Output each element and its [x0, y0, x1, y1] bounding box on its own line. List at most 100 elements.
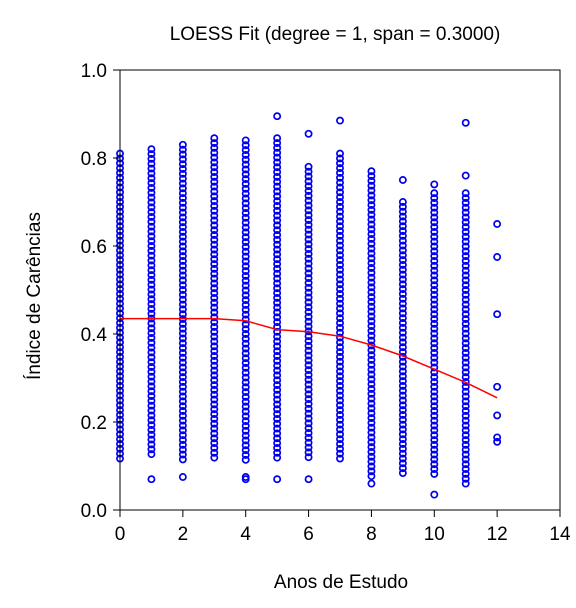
scatter-point [304, 249, 313, 258]
scatter-point [430, 203, 439, 212]
scatter-point [273, 318, 282, 327]
scatter-point [367, 259, 376, 268]
scatter-point [273, 255, 282, 264]
scatter-point [273, 148, 282, 157]
scatter-point [210, 289, 219, 298]
scatter-point [304, 424, 313, 433]
scatter-point [336, 236, 344, 245]
scatter-point [178, 358, 187, 367]
scatter-point [398, 440, 407, 448]
scatter-point [493, 433, 502, 442]
scatter-point [241, 392, 250, 401]
scatter-point [210, 158, 219, 167]
scatter-point [304, 196, 313, 205]
scatter-point [210, 221, 219, 230]
scatter-point [430, 421, 439, 430]
scatter-point [336, 449, 344, 458]
scatter-point [241, 189, 250, 198]
scatter-point [147, 271, 156, 279]
scatter-point [273, 298, 282, 307]
scatter-point [336, 362, 344, 371]
scatter-point [273, 381, 282, 389]
scatter-point [241, 315, 250, 324]
scatter-point [147, 159, 156, 168]
scatter-point [147, 343, 156, 352]
scatter-point [367, 210, 376, 219]
scatter-point [273, 139, 282, 147]
scatter-point [147, 246, 156, 255]
scatter-point [147, 348, 156, 357]
scatter-point [367, 176, 376, 185]
scatter-point [367, 201, 376, 210]
scatter-point [273, 226, 282, 235]
scatter-point [241, 238, 250, 246]
scatter-point [210, 240, 219, 249]
scatter-point [430, 324, 439, 333]
scatter-point [398, 309, 407, 318]
scatter-point [210, 163, 219, 172]
scatter-point [336, 198, 344, 206]
scatter-point [367, 307, 376, 316]
scatter-point [210, 255, 219, 264]
scatter-point [304, 177, 313, 186]
scatter-point [367, 385, 376, 393]
scatter-point [178, 290, 187, 299]
scatter-point [398, 444, 407, 453]
scatter-point [147, 188, 156, 197]
scatter-point [147, 401, 156, 410]
scatter-point [273, 177, 282, 186]
scatter-point [336, 391, 344, 400]
scatter-point [430, 310, 439, 319]
scatter-point [304, 172, 313, 181]
scatter-point [178, 473, 187, 481]
scatter-point [398, 202, 407, 211]
scatter-point [178, 329, 187, 338]
scatter-point [147, 425, 156, 434]
scatter-point [147, 232, 156, 241]
scatter-point [178, 155, 187, 164]
scatter-point [210, 385, 219, 394]
scatter-point [430, 469, 439, 478]
scatter-point [367, 278, 376, 287]
scatter-point [304, 288, 313, 297]
scatter-point [147, 324, 156, 333]
scatter-point [367, 268, 376, 277]
scatter-point [398, 449, 407, 458]
scatter-point [430, 252, 439, 261]
scatter-point [241, 228, 250, 237]
scatter-point [367, 380, 376, 389]
scatter-point [461, 232, 470, 241]
scatter-point [178, 232, 187, 241]
scatter-point [336, 280, 344, 289]
scatter-point [367, 452, 376, 461]
scatter-point [241, 247, 250, 256]
scatter-point [241, 455, 250, 464]
scatter-point [178, 436, 187, 444]
loess-fit-line [120, 317, 498, 399]
scatter-point [178, 252, 187, 261]
scatter-point [461, 189, 470, 198]
scatter-point [178, 363, 187, 372]
scatter-point [304, 225, 313, 234]
scatter-point [147, 300, 156, 309]
scatter-point [398, 198, 407, 206]
scatter-point [461, 445, 470, 454]
scatter-point [336, 207, 344, 216]
scatter-point [304, 366, 313, 375]
scatter-point [241, 218, 250, 227]
scatter-point [147, 198, 156, 207]
scatter-point [178, 189, 187, 198]
scatter-point [367, 293, 376, 301]
scatter-point [398, 464, 407, 473]
scatter-point [241, 436, 250, 445]
scatter-point [241, 383, 250, 392]
scatter-point [241, 431, 250, 440]
scatter-point [178, 300, 187, 309]
scatter-point [273, 163, 282, 172]
scatter-point [178, 247, 187, 256]
scatter-point [461, 397, 470, 406]
scatter-point [398, 236, 407, 245]
scatter-point [367, 389, 376, 398]
scatter-point [367, 447, 376, 456]
scatter-point [304, 443, 313, 452]
